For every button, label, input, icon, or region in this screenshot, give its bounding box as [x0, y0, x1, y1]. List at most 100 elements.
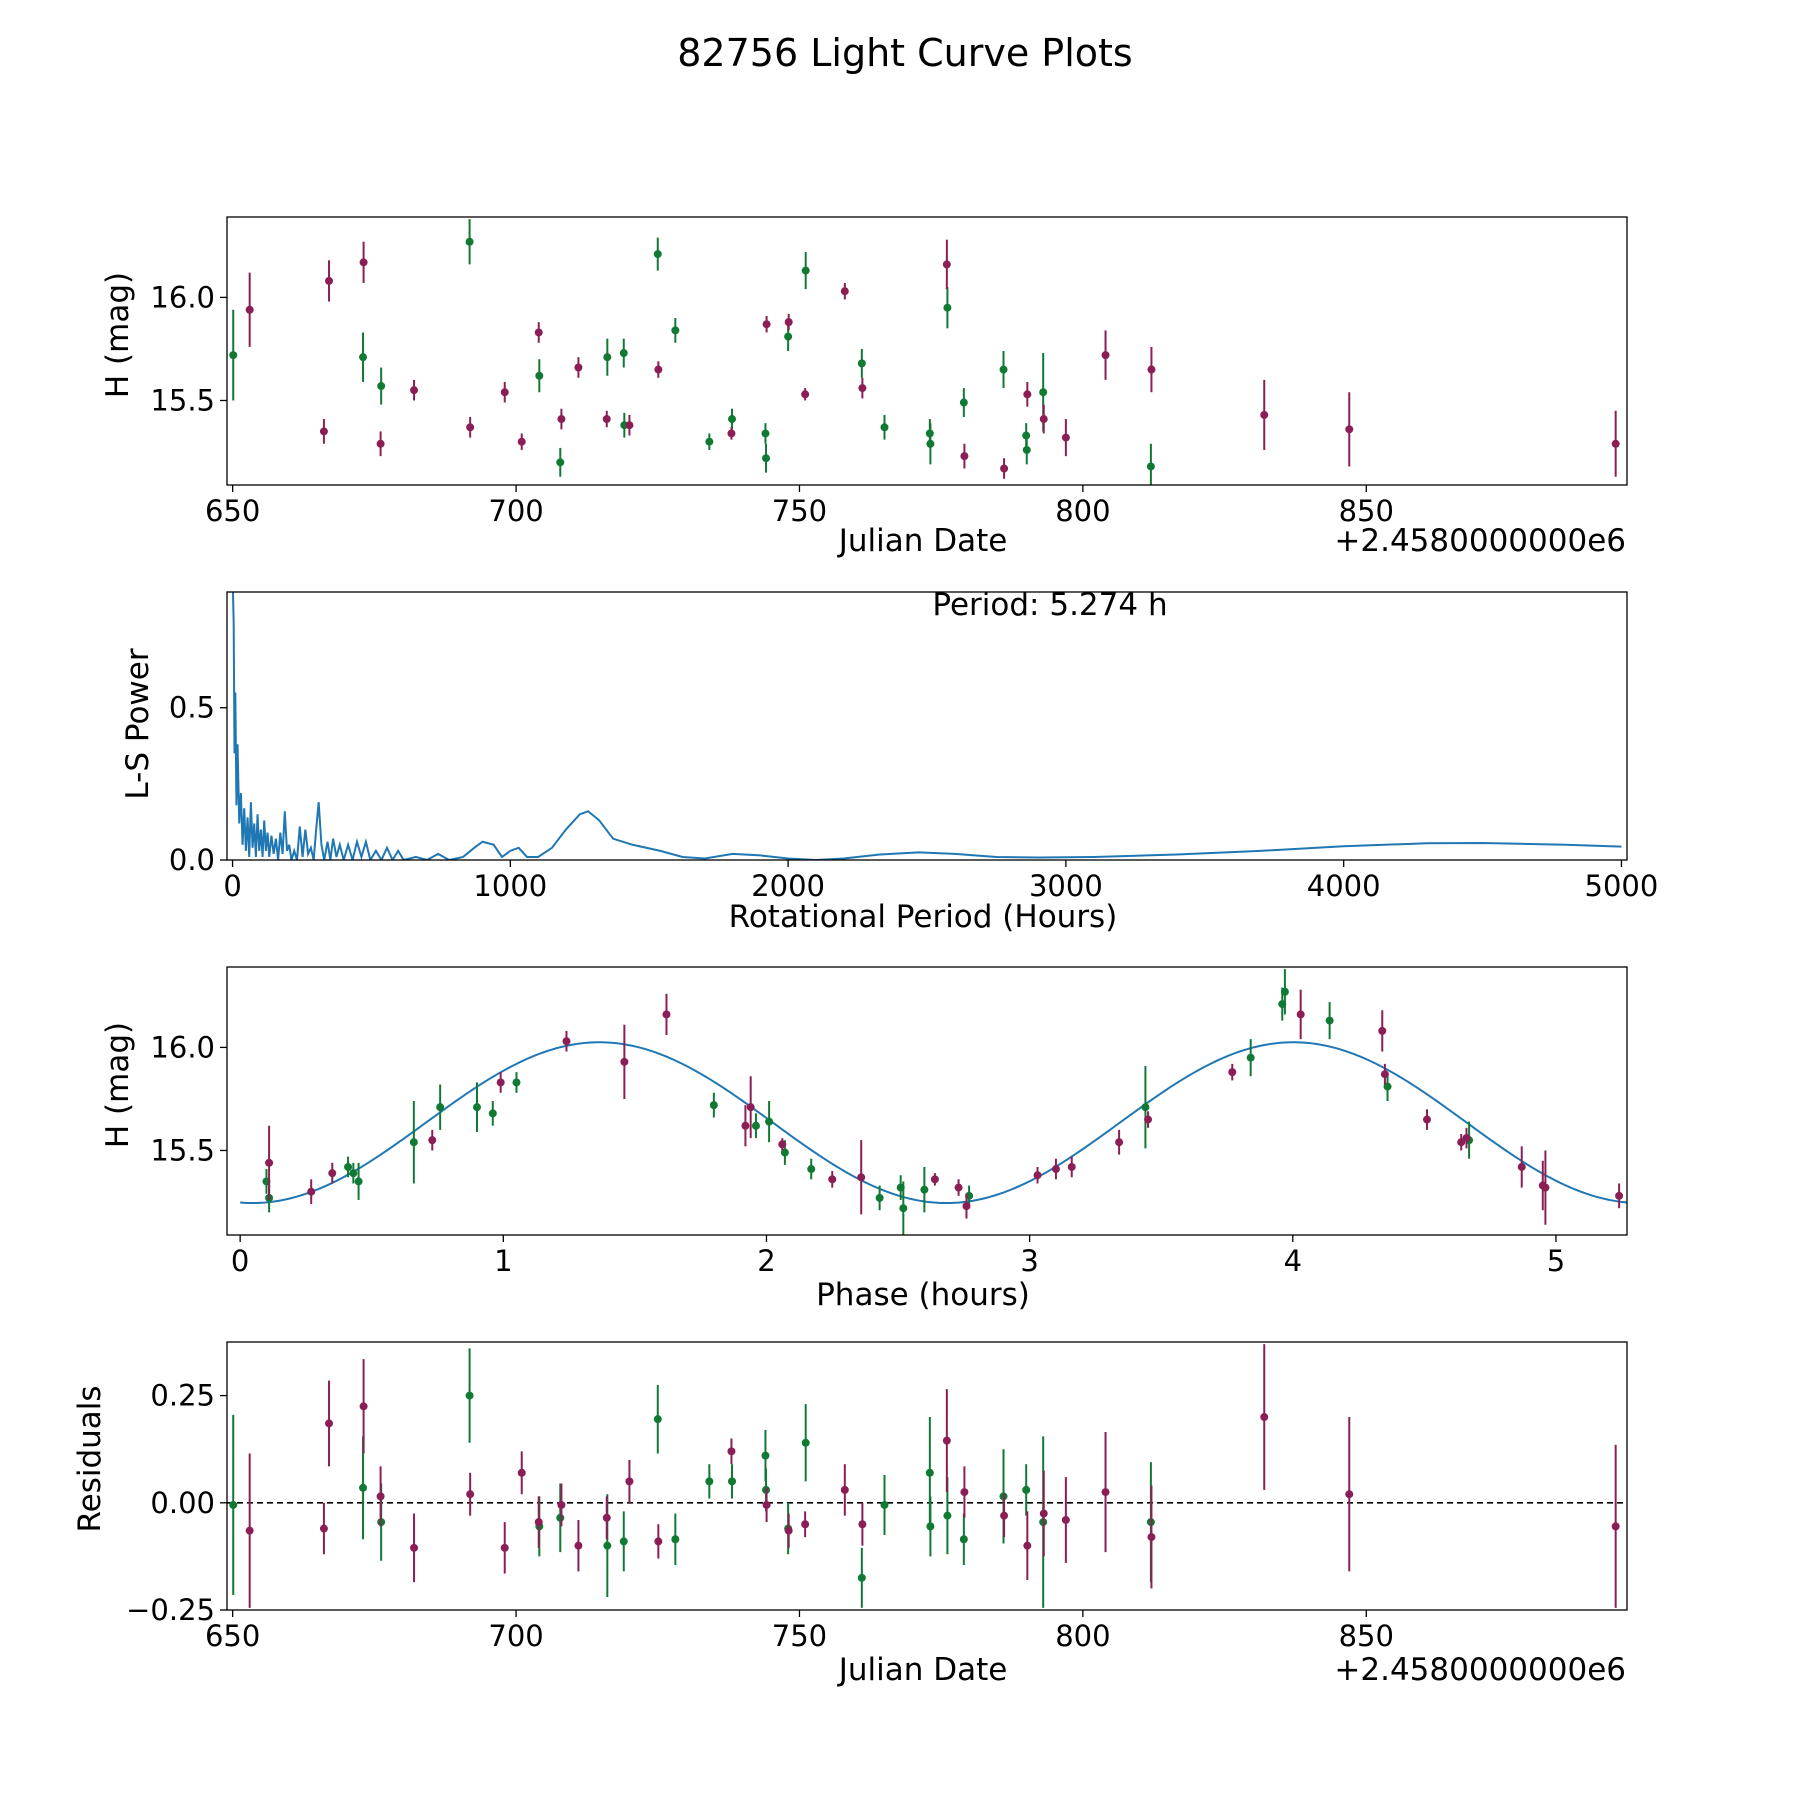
data-marker: [840, 1485, 849, 1494]
residuals-offset-label: +2.4580000000e6: [1334, 1652, 1626, 1688]
data-point-g-band: [603, 338, 612, 376]
data-marker: [1611, 439, 1620, 448]
residuals-plot-area: [227, 1344, 1627, 1608]
data-marker: [1462, 1134, 1471, 1143]
data-marker: [1033, 1171, 1042, 1180]
data-point-g-band: [751, 1113, 760, 1139]
fit-model-curve: [240, 1041, 1627, 1205]
data-point-r-band: [534, 1496, 543, 1548]
data-point-g-band: [728, 1464, 737, 1499]
data-point-g-band: [926, 423, 935, 465]
data-marker: [1260, 410, 1269, 419]
data-marker: [1101, 351, 1110, 360]
data-point-g-band: [653, 1384, 662, 1454]
data-marker: [556, 458, 565, 467]
data-marker: [325, 276, 334, 285]
data-marker: [1325, 1016, 1334, 1025]
data-marker: [925, 1468, 934, 1477]
data-marker: [1246, 1053, 1255, 1062]
data-marker: [746, 1103, 755, 1112]
data-marker: [534, 1518, 543, 1527]
panel-residuals: 650 700 750 800 850 −0.25 0.00 0.25: [126, 1341, 1628, 1653]
data-point-g-band: [354, 1162, 363, 1200]
data-marker: [1039, 415, 1048, 424]
data-point-g-band: [899, 1181, 908, 1235]
data-point-r-band: [784, 313, 793, 331]
data-point-r-band: [1067, 1156, 1076, 1178]
data-point-r-band: [762, 315, 771, 333]
data-point-g-band: [959, 388, 968, 417]
data-marker: [840, 287, 849, 296]
data-point-r-band: [245, 1453, 254, 1608]
data-marker: [784, 332, 793, 341]
data-marker: [1061, 433, 1070, 442]
data-point-r-band: [727, 427, 736, 440]
x-tick-label: 650: [205, 1619, 260, 1653]
x-tick-label: 650: [205, 494, 260, 528]
data-marker: [359, 1402, 368, 1411]
data-point-r-band: [496, 1072, 505, 1093]
data-marker: [619, 1537, 628, 1546]
x-tick-label: 750: [772, 494, 827, 528]
data-marker: [801, 390, 810, 399]
data-marker: [858, 384, 867, 393]
data-marker: [1378, 1026, 1387, 1035]
phased-plot-area: [240, 969, 1627, 1235]
data-marker: [1022, 1485, 1031, 1494]
data-marker: [762, 454, 771, 463]
data-marker: [436, 1103, 445, 1112]
data-marker: [1615, 1191, 1624, 1200]
data-point-r-band: [801, 1511, 810, 1538]
data-point-r-band: [840, 282, 849, 300]
y-tick-label: 0.5: [169, 691, 215, 725]
data-point-r-band: [562, 1030, 571, 1052]
data-point-g-band: [465, 219, 474, 265]
data-marker: [926, 439, 935, 448]
data-point-r-band: [1378, 1010, 1387, 1052]
x-tick-label: 700: [488, 494, 543, 528]
data-point-g-band: [880, 414, 889, 440]
data-marker: [512, 1078, 521, 1087]
data-point-r-band: [942, 1389, 951, 1493]
data-marker: [705, 1477, 714, 1486]
data-marker: [727, 1447, 736, 1456]
y-tick-label: 0.25: [150, 1379, 215, 1413]
data-point-g-band: [959, 1513, 968, 1565]
x-tick-label: 1: [494, 1244, 512, 1278]
data-point-r-band: [858, 1502, 867, 1546]
data-marker: [1000, 1511, 1009, 1520]
data-marker: [761, 429, 770, 438]
data-point-r-band: [265, 1125, 274, 1200]
data-marker: [359, 353, 368, 362]
data-point-g-band: [671, 1513, 680, 1565]
data-point-g-band: [1325, 1002, 1334, 1040]
data-marker: [960, 452, 969, 461]
y-tick-label: 16.0: [150, 280, 215, 314]
data-point-r-band: [1144, 1111, 1153, 1128]
data-marker: [801, 1438, 810, 1447]
data-marker: [602, 415, 611, 424]
data-marker: [960, 1488, 969, 1497]
data-point-r-band: [857, 1140, 866, 1215]
data-point-g-band: [1246, 1039, 1255, 1077]
data-marker: [517, 1468, 526, 1477]
lightcurve-xlabel: Julian Date: [837, 523, 1008, 559]
data-point-r-band: [359, 241, 368, 283]
data-point-g-band: [349, 1162, 358, 1184]
x-tick-label: 800: [1055, 1619, 1110, 1653]
data-marker: [473, 1103, 481, 1112]
data-point-r-band: [1051, 1158, 1060, 1180]
lightcurve-offset-label: +2.4580000000e6: [1334, 523, 1626, 559]
data-marker: [959, 398, 968, 407]
data-marker: [517, 437, 526, 446]
data-point-g-band: [229, 309, 238, 401]
data-marker: [858, 1520, 867, 1529]
data-point-g-band: [1022, 1464, 1031, 1516]
data-point-r-band: [1039, 404, 1048, 434]
data-point-g-band: [880, 1474, 889, 1535]
data-marker: [500, 388, 509, 397]
data-marker: [899, 1204, 908, 1213]
data-marker: [319, 1524, 328, 1533]
data-marker: [1260, 1413, 1269, 1422]
